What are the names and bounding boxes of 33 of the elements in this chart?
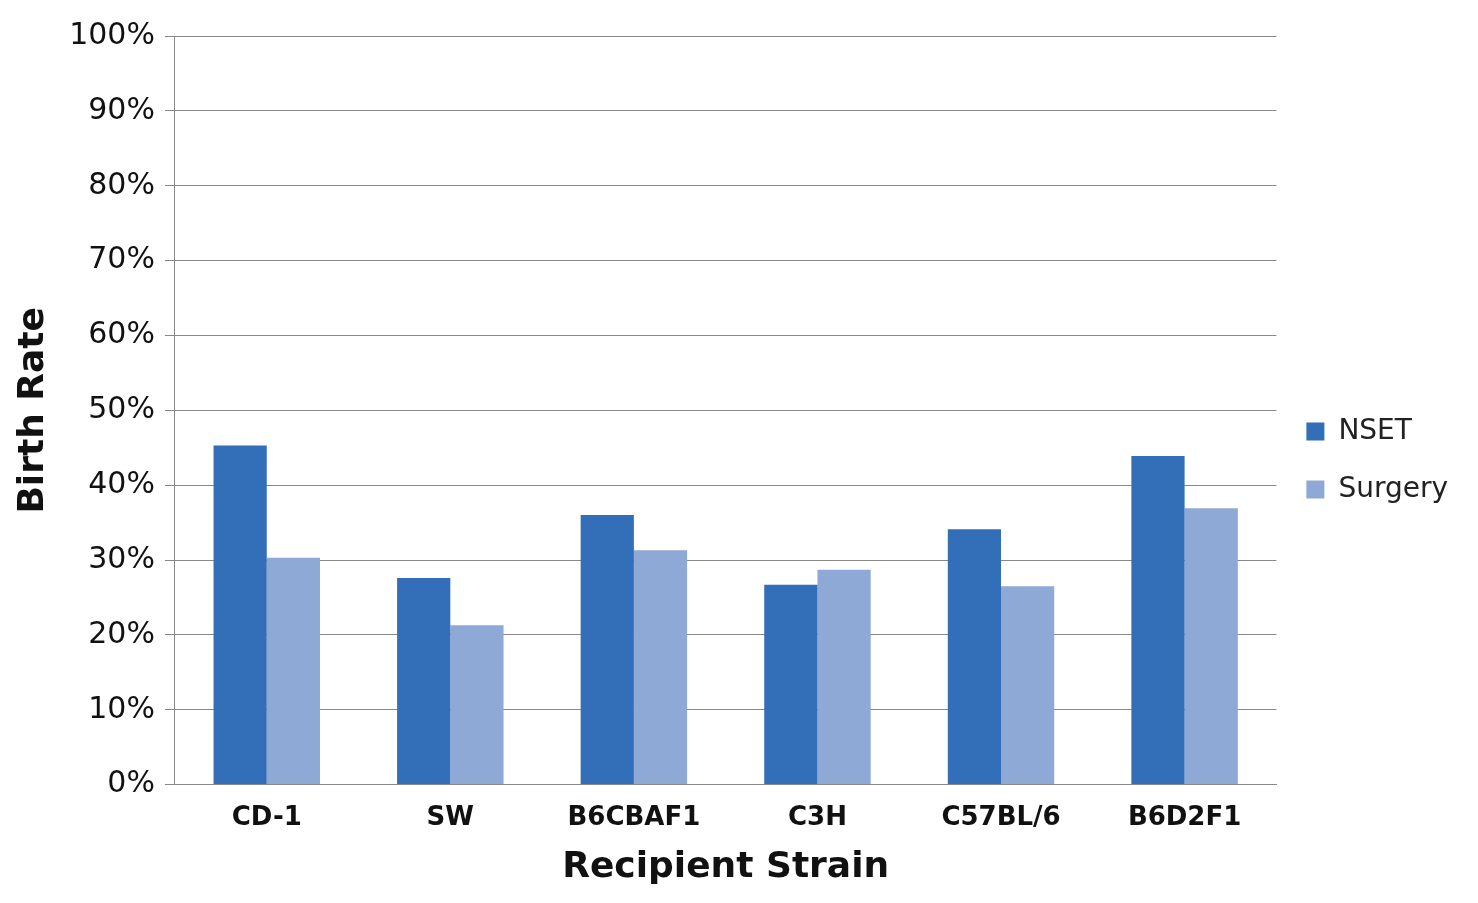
x-axis-title: Recipient Strain [562, 843, 890, 885]
y-tick-label: 70% [88, 240, 155, 276]
y-tick-label: 90% [88, 90, 155, 126]
x-tick-label: B6CBAF1 [567, 800, 701, 831]
y-tick-label: 100% [69, 15, 155, 51]
y-tick-label: 20% [88, 614, 155, 650]
y-tick-label: 40% [88, 464, 155, 500]
x-tick-label: C57BL/6 [941, 800, 1061, 831]
legend-label: NSET [1338, 412, 1413, 446]
legend-label: Surgery [1338, 470, 1448, 504]
bar [580, 515, 634, 785]
bar [633, 550, 688, 785]
x-tick-label: SW [426, 800, 475, 831]
bar [1001, 586, 1055, 785]
y-tick-label: 80% [88, 165, 155, 201]
bar [1184, 508, 1238, 785]
bar [397, 577, 451, 785]
bar [947, 529, 1002, 785]
x-tick-label: C3H [787, 800, 847, 831]
y-axis-title: Birth Rate [9, 307, 51, 514]
bar [266, 557, 320, 785]
bar [817, 569, 871, 785]
bar [764, 584, 818, 785]
bar [450, 625, 504, 785]
bar [1131, 455, 1185, 785]
y-tick-label: 10% [88, 689, 155, 725]
bar [213, 445, 267, 785]
y-tick-label: 60% [88, 315, 155, 351]
y-tick-label: 30% [88, 539, 155, 575]
x-tick-label: B6D2F1 [1127, 800, 1242, 831]
y-tick-label: 0% [107, 764, 155, 800]
x-tick-label: CD-1 [231, 800, 302, 831]
y-tick-label: 50% [88, 390, 155, 426]
